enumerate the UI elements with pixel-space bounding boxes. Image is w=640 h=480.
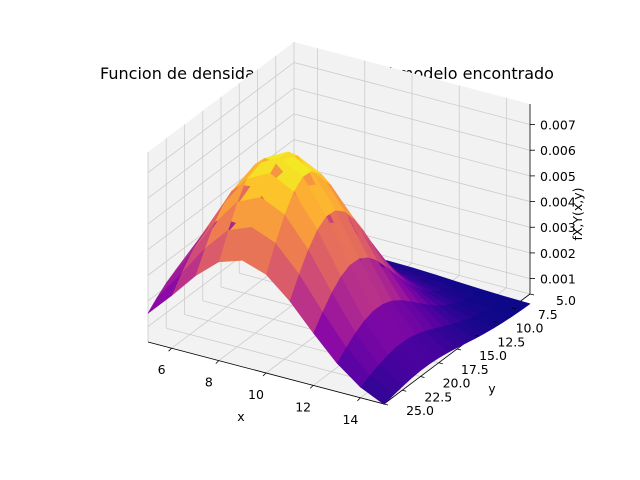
y-tick-label: 5.0 [556,293,576,308]
z-grid-back [293,139,531,202]
y-tick-mark [475,334,480,337]
x-tick-label: 8 [205,375,213,390]
z-grid-back [293,62,531,125]
z-tick-label: 0.002 [540,246,576,261]
y-ticks: 5.07.510.012.515.017.520.022.525.0 [383,293,576,418]
x-tick-mark [215,360,220,364]
y-tick-label: 10.0 [516,321,544,336]
z-tick-label: 0.003 [540,220,576,235]
y-tick-label: 22.5 [424,389,452,404]
y-tick-label: 15.0 [479,348,507,363]
z-tick-label: 0.005 [540,169,576,184]
y-tick-label: 25.0 [406,403,434,418]
density-surface [147,151,531,405]
y-tick-label: 12.5 [497,334,525,349]
z-tick-label: 0.004 [540,195,576,210]
y-tick-mark [493,321,498,323]
y-tick-label: 17.5 [461,362,489,377]
surface-patch [147,274,181,314]
x-tick-mark [357,397,361,402]
y-tick-mark [511,307,516,310]
z-tick-label: 0.007 [540,118,576,133]
x-tick-label: 6 [158,362,166,377]
y-tick-mark [402,389,407,392]
x-tick-label: 14 [342,412,358,427]
y-axis-label: y [488,381,496,396]
z-tick-label: 0.006 [540,143,576,158]
z-grid-back [293,113,531,177]
y-tick-mark [456,348,462,351]
x-ticks: 6 8 10 12 14 [158,347,361,427]
x-tick-mark [262,372,267,377]
z-axis-label: fX,Y(x,y) [570,187,585,240]
x-tick-label: 12 [295,399,311,414]
z-grid-left [147,62,295,173]
y-tick-mark [420,376,425,378]
x-tick-label: 10 [248,387,264,402]
z-grid-left [147,87,295,199]
x-tick-mark [309,385,314,389]
z-grid-back [293,164,531,228]
z-grid-left [147,113,295,225]
y-tick-mark [438,362,443,365]
z-ticks: 0.001 0.002 0.003 0.004 0.005 0.006 0.007 [530,118,576,287]
y-tick-label: 7.5 [538,307,558,322]
x-tick-mark [168,347,172,352]
y-tick-label: 20.0 [443,376,471,391]
x-axis-label: x [237,409,244,424]
z-grid-back [293,87,531,151]
z-tick-label: 0.001 [540,272,576,287]
y-tick-mark [383,403,389,406]
y-tick-mark [529,293,535,296]
